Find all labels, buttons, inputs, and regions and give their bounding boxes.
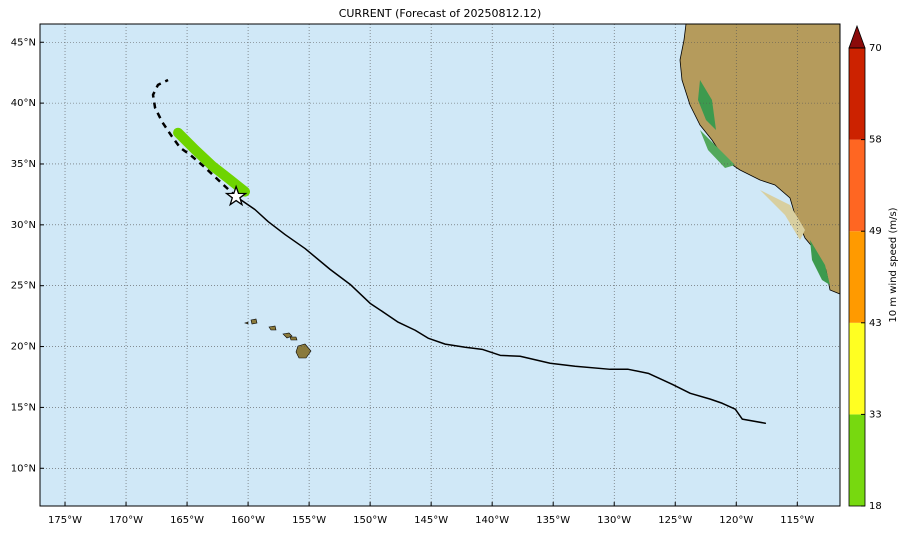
x-tick-label: 175°W — [48, 515, 82, 526]
x-tick-label: 150°W — [353, 515, 387, 526]
storm-track — [235, 195, 767, 424]
colorbar-tick-label: 49 — [869, 226, 882, 237]
current-position — [224, 184, 248, 207]
y-tick-label: 20°N — [11, 342, 36, 353]
colorbar-tick-label: 70 — [869, 43, 882, 54]
y-tick-label: 10°N — [11, 463, 36, 474]
x-tick-label: 160°W — [231, 515, 265, 526]
colorbar-extend — [848, 24, 866, 49]
colorbar-segment — [849, 231, 865, 323]
x-tick-label: 165°W — [170, 515, 204, 526]
colorbar-tick-label: 33 — [869, 409, 882, 420]
x-tick-label: 170°W — [109, 515, 143, 526]
x-tick-label: 145°W — [414, 515, 448, 526]
colorbar-segment — [849, 139, 865, 232]
x-tick-label: 125°W — [658, 515, 692, 526]
x-tick-label: 130°W — [597, 515, 631, 526]
y-tick-label: 35°N — [11, 159, 36, 170]
colorbar-frame — [848, 47, 866, 507]
wind-swath — [173, 127, 251, 197]
x-tick-label: 140°W — [475, 515, 509, 526]
y-tick-label: 45°N — [11, 37, 36, 48]
x-tick-label: 135°W — [536, 515, 570, 526]
colorbar-segment — [849, 414, 865, 506]
colorbar-label: 10 m wind speed (m/s) — [888, 207, 899, 322]
y-tick-label: 40°N — [11, 98, 36, 109]
y-tick-label: 25°N — [11, 281, 36, 292]
colorbar-tick-label: 58 — [869, 135, 882, 146]
x-tick-label: 115°W — [780, 515, 814, 526]
land — [244, 23, 841, 359]
x-tick-label: 155°W — [292, 515, 326, 526]
map-title: CURRENT (Forecast of 20250812.12) — [339, 7, 542, 20]
colorbar-tick-label: 18 — [869, 501, 882, 512]
x-tick-label: 120°W — [719, 515, 753, 526]
map-frame — [39, 23, 841, 507]
forecast-track — [151, 78, 237, 198]
colorbar-segment — [849, 322, 865, 415]
colorbar-segment — [849, 48, 865, 140]
y-tick-label: 15°N — [11, 402, 36, 413]
colorbar-tick-label: 43 — [869, 318, 882, 329]
y-tick-label: 30°N — [11, 220, 36, 231]
